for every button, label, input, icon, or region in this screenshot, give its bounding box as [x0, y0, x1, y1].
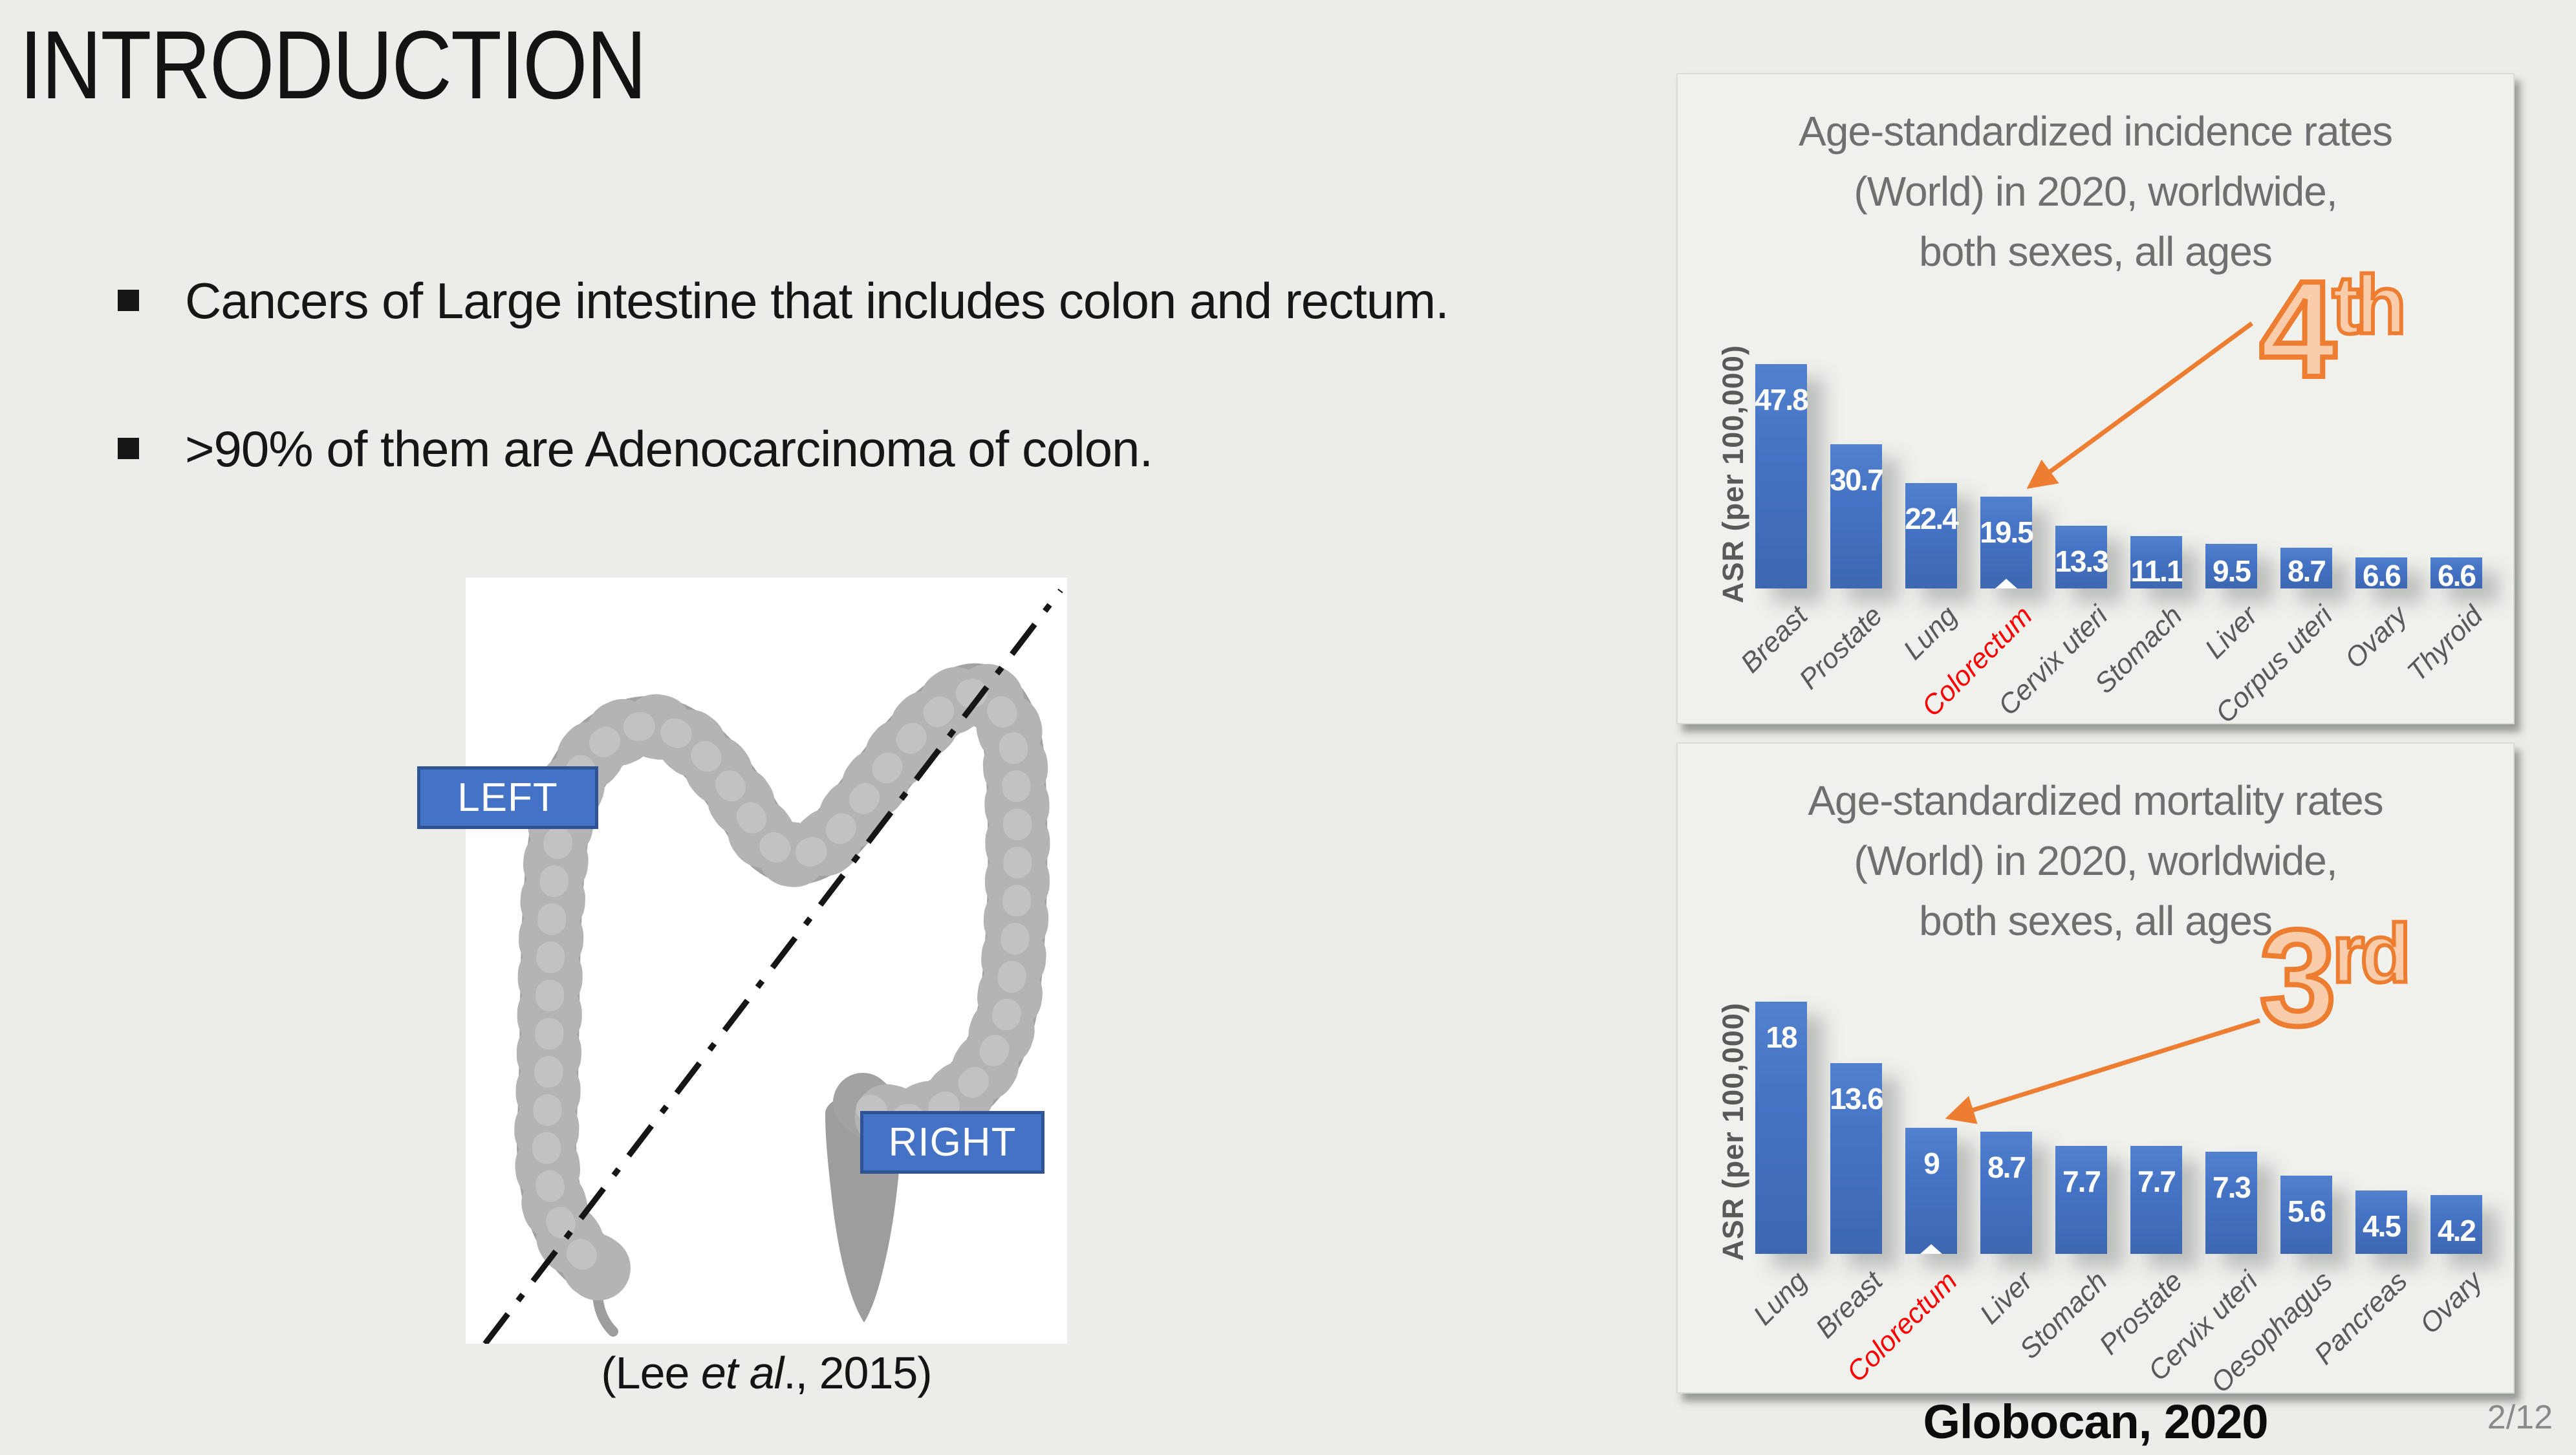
x-axis-label: Ovary: [2414, 1266, 2489, 1341]
left-region-label: LEFT: [417, 766, 598, 829]
left-label-text: LEFT: [457, 775, 558, 820]
caption-prefix: (Lee: [601, 1348, 701, 1398]
source-note: Globocan, 2020: [1923, 1395, 2269, 1449]
bar-breast: 13.6: [1830, 1063, 1884, 1254]
x-axis-label: Lung: [1748, 1266, 1813, 1331]
rank-suffix: rd: [2330, 907, 2413, 1000]
bar-value-label: 18: [1766, 1020, 1797, 1054]
x-axis-label: Thyroid: [2401, 600, 2489, 688]
bar-value-label: 8.7: [2288, 554, 2326, 588]
bar-value-label: 6.6: [2438, 559, 2476, 592]
bullet-square-icon: [118, 290, 139, 311]
bullet-item: Cancers of Large intestine that includes…: [115, 257, 1557, 344]
caption-italic: et al: [700, 1348, 784, 1398]
mortality-chart-panel: Age-standardized mortality rates (World)…: [1676, 742, 2515, 1399]
bar-value-label: 22.4: [1905, 502, 1959, 535]
bullet-text: >90% of them are Adenocarcinoma of colon…: [185, 420, 1153, 478]
bar-value-label: 4.5: [2363, 1209, 2401, 1243]
bar-liver: 9.5: [2205, 544, 2257, 588]
bar-colorectum: 19.5: [1980, 497, 2034, 588]
bar-value-label: 47.8: [1755, 383, 1809, 416]
bar-value-label: 7.3: [2213, 1170, 2251, 1204]
rank-annotation: 3rd: [2257, 907, 2413, 1049]
bar-value-label: 5.6: [2288, 1194, 2326, 1228]
bar-prostate: 7.7: [2130, 1146, 2182, 1254]
bar-stomach: 11.1: [2130, 536, 2183, 588]
right-label-text: RIGHT: [888, 1120, 1017, 1165]
plot-area: 18 Lung 13.6 Breast 9 Colorectum 8.7 Liver 7.7 St…: [1678, 744, 2513, 1399]
x-axis-label: Lung: [1898, 600, 1964, 666]
bullet-text: Cancers of Large intestine that includes…: [185, 272, 1449, 329]
incidence-chart-panel: Age-standardized incidence rates (World)…: [1676, 73, 2515, 729]
bar-value-label: 7.7: [2138, 1165, 2176, 1198]
bar-pancreas: 4.5: [2355, 1191, 2407, 1254]
bar-value-label: 13.3: [2055, 544, 2109, 578]
bar-stomach: 7.7: [2055, 1146, 2107, 1254]
bullet-list: Cancers of Large intestine that includes…: [115, 257, 1557, 492]
bar-value-label: 19.5: [1980, 515, 2034, 549]
bar-value-label: 9.5: [2213, 554, 2251, 588]
bar-oesophagus: 5.6: [2280, 1176, 2332, 1254]
bar-breast: 47.8: [1755, 364, 1809, 588]
bar-value-label: 30.7: [1830, 463, 1884, 497]
bar-cervix-uteri: 7.3: [2205, 1152, 2257, 1254]
plot-area: 47.8 Breast 30.7 Prostate 22.4 Lung 19.5 Colore…: [1678, 74, 2513, 729]
rank-number: 4: [2257, 252, 2339, 405]
bar-lung: 18: [1755, 1002, 1807, 1254]
bar-liver: 8.7: [1980, 1132, 2032, 1254]
bar-ovary: 6.6: [2355, 557, 2407, 592]
incidence-chart-title: Age-standardized incidence rates (World)…: [1799, 108, 2393, 275]
caption-suffix: ., 2015): [783, 1348, 932, 1398]
highlight-notch: [1995, 579, 2017, 588]
bar-value-label: 4.2: [2438, 1214, 2476, 1247]
bar-value-label: 8.7: [1987, 1150, 2026, 1184]
bar-value-label: 7.7: [2062, 1165, 2101, 1198]
bar-value-label: 9: [1923, 1147, 1940, 1180]
rank-annotation: 4th: [2257, 258, 2408, 400]
bullet-square-icon: [118, 438, 139, 460]
bar-lung: 22.4: [1905, 483, 1959, 588]
colon-haustra: [514, 661, 1050, 1300]
x-axis-label: Liver: [2199, 600, 2264, 665]
page-number: 2/12: [2487, 1399, 2553, 1436]
bar-corpus-uteri: 8.7: [2280, 548, 2332, 588]
colon-illustration: [466, 577, 1067, 1344]
mortality-chart-title: Age-standardized mortality rates (World)…: [1808, 777, 2383, 944]
bar-cervix-uteri: 13.3: [2055, 526, 2109, 588]
colon-figure: [466, 577, 1067, 1344]
bar-value-label: 11.1: [2130, 554, 2183, 588]
page-title: INTRODUCTION: [19, 10, 647, 119]
highlight-notch: [1920, 1244, 1942, 1254]
bar-value-label: 6.6: [2363, 559, 2401, 592]
right-region-label: RIGHT: [860, 1111, 1044, 1174]
left-right-divider-line: [482, 588, 1063, 1344]
bar-value-label: 13.6: [1830, 1082, 1884, 1116]
rank-number: 3: [2257, 901, 2339, 1054]
bar-colorectum: 9: [1905, 1128, 1957, 1254]
rank-suffix: th: [2330, 259, 2408, 352]
bar-ovary: 4.2: [2430, 1195, 2482, 1254]
bullet-item: >90% of them are Adenocarcinoma of colon…: [115, 405, 1557, 492]
bar-thyroid: 6.6: [2430, 557, 2482, 592]
x-axis-label: Liver: [1974, 1266, 2039, 1330]
figure-caption: (Lee et al., 2015): [466, 1347, 1067, 1399]
bar-prostate: 30.7: [1830, 444, 1884, 588]
x-axis-label: Prostate: [1793, 600, 1889, 696]
